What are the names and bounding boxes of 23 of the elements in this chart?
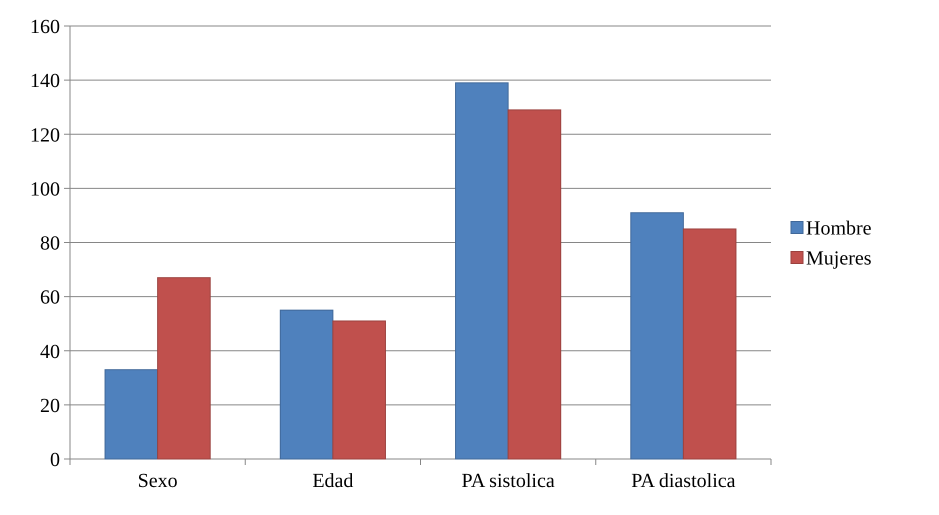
y-tick-label: 120 [30,124,60,146]
y-tick-label: 40 [40,340,60,363]
bar [630,212,684,460]
bar [508,109,562,460]
x-tick-label: PA diastolica [631,470,736,492]
x-tick-label: Sexo [138,470,178,492]
y-tick-label: 140 [30,70,60,92]
y-tick-label: 160 [30,16,60,38]
bar [455,82,509,460]
y-tick-label: 80 [40,232,60,254]
y-tick-label: 0 [50,449,60,471]
bar [332,320,386,460]
y-tick-label: 20 [40,394,60,417]
x-tick-label: Edad [312,470,354,492]
bar [280,310,334,460]
legend-label: Mujeres [806,248,872,270]
y-tick-label: 100 [30,178,60,200]
bar [682,228,736,460]
bar [157,277,211,460]
x-tick-label: PA sistolica [462,470,555,492]
bar [104,369,158,460]
y-tick-label: 60 [40,286,60,309]
legend-label: Hombre [806,218,872,240]
